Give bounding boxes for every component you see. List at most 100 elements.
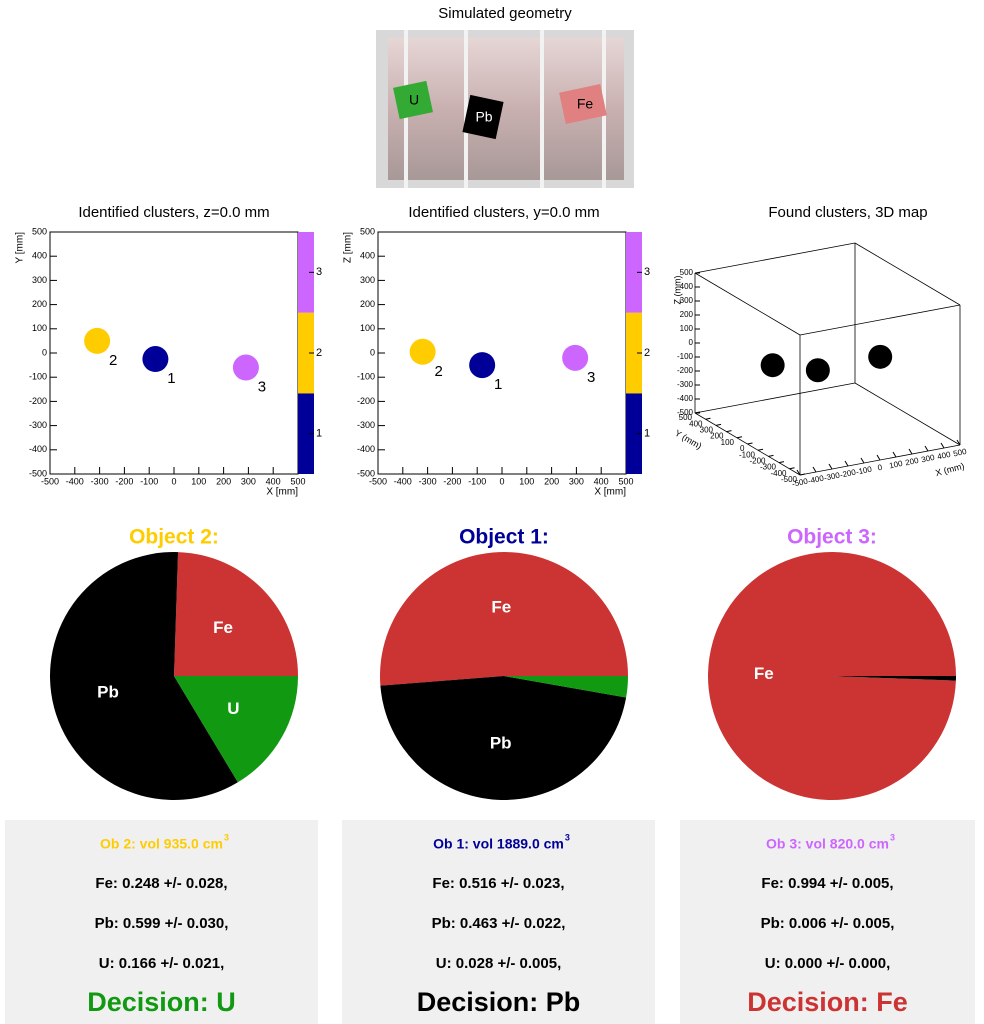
slice-label: U xyxy=(227,699,239,718)
z-axis-label: Z (mm) xyxy=(672,276,682,305)
y-tick-label: 100 xyxy=(721,438,735,447)
cluster xyxy=(409,338,436,365)
chart-title: Identified clusters, y=0.0 mm xyxy=(408,204,599,221)
result-panel: Ob 2: vol 935.0 cm 3 Fe: 0.248 +/- 0.028, P… xyxy=(5,820,318,1024)
y-tick xyxy=(705,417,711,420)
colorbar-band xyxy=(626,312,642,394)
x-axis-label: X [mm] xyxy=(594,487,626,498)
x-tick-label: -300 xyxy=(419,476,437,486)
pb-block xyxy=(462,94,504,140)
x-tick xyxy=(796,469,801,476)
y-tick-label: 500 xyxy=(679,413,693,422)
x-tick xyxy=(892,451,897,458)
x-tick-label: 400 xyxy=(936,450,951,462)
pie-slice xyxy=(380,552,628,686)
u-block xyxy=(393,80,433,120)
x-tick xyxy=(876,454,881,461)
y-axis-label: Z [mm] xyxy=(343,232,354,263)
fraction-line: Pb: 0.006 +/- 0.005, xyxy=(761,915,895,932)
y-tick-label: -400 xyxy=(357,444,375,454)
x-tick-label: 300 xyxy=(569,476,584,486)
x-tick-label: 400 xyxy=(594,476,609,486)
fraction-line: Fe: 0.516 +/- 0.023, xyxy=(432,875,564,892)
y-tick-label: 200 xyxy=(32,299,47,309)
x-tick-label: -400 xyxy=(394,476,412,486)
colorbar-band xyxy=(626,393,642,474)
x-tick-label: -200 xyxy=(839,467,857,479)
x-tick-label: -400 xyxy=(807,473,825,485)
x-tick-label: 500 xyxy=(618,476,633,486)
panel-title-sup: 3 xyxy=(890,832,895,842)
panel-title-sup: 3 xyxy=(565,832,570,842)
y-tick-label: -200 xyxy=(749,457,766,466)
colorbar-tick-label: 2 xyxy=(316,347,322,359)
y-tick-label: -100 xyxy=(29,372,47,382)
colorbar-tick-label: 2 xyxy=(644,347,650,359)
colorbar-tick-label: 3 xyxy=(316,266,322,278)
y-tick xyxy=(778,461,785,464)
pie-slice xyxy=(380,676,627,800)
colorbar-tick-label: 1 xyxy=(316,428,322,440)
geometry-title: Simulated geometry xyxy=(438,5,572,22)
chart-title: Identified clusters, z=0.0 mm xyxy=(78,204,269,221)
x-tick-label: -300 xyxy=(91,476,109,486)
panel-background xyxy=(5,820,318,1024)
z-tick-label: -400 xyxy=(677,394,694,403)
box-edge xyxy=(694,242,856,274)
cluster xyxy=(232,354,259,381)
x-tick xyxy=(956,439,961,446)
y-tick-label: 400 xyxy=(360,251,375,261)
x-tick-label: -100 xyxy=(140,476,158,486)
panel-title-sup: 3 xyxy=(224,832,229,842)
x-tick-label: 100 xyxy=(191,476,206,486)
y-tick xyxy=(789,467,795,470)
y-tick-label: 300 xyxy=(700,426,714,435)
panel-background xyxy=(342,820,655,1024)
y-tick-label: 200 xyxy=(710,432,724,441)
y-tick-label: 0 xyxy=(42,347,47,357)
x-tick xyxy=(908,448,913,455)
z-tick-label: -200 xyxy=(677,366,694,375)
panel-title: Ob 1: vol 1889.0 cm xyxy=(433,836,564,852)
x-tick xyxy=(844,460,849,467)
box-edge xyxy=(694,382,856,414)
geometry-label: U xyxy=(409,92,419,108)
x-tick-label: -500 xyxy=(41,476,59,486)
x-tick-label: 500 xyxy=(290,476,305,486)
fraction-line: U: 0.000 +/- 0.000, xyxy=(765,955,891,972)
box-edge xyxy=(694,272,801,336)
y-tick-label: 500 xyxy=(360,226,375,236)
z-tick-label: 200 xyxy=(680,310,694,319)
x-tick xyxy=(924,445,929,452)
colorbar-band xyxy=(298,312,314,394)
box-edge xyxy=(854,382,961,446)
y-tick-label: 100 xyxy=(360,323,375,333)
y-tick-label: -400 xyxy=(29,444,47,454)
x-tick-label: -200 xyxy=(443,476,461,486)
slice-label: Pb xyxy=(97,683,119,702)
pie-slice xyxy=(174,676,298,783)
pie-chart: Object 1: Fe Pb xyxy=(380,526,628,800)
cluster-3d xyxy=(805,358,830,383)
result-panel: Ob 1: vol 1889.0 cm 3 Fe: 0.516 +/- 0.023,… xyxy=(342,820,655,1024)
x-tick xyxy=(940,442,945,449)
panel-title: Ob 3: vol 820.0 cm xyxy=(766,836,889,852)
y-tick xyxy=(736,436,743,439)
z-tick-label: -100 xyxy=(677,352,694,361)
colorbar-band xyxy=(298,393,314,474)
y-tick xyxy=(799,473,806,476)
y-tick-label: 100 xyxy=(32,323,47,333)
colorbar-band xyxy=(626,232,642,313)
y-tick-label: 500 xyxy=(32,226,47,236)
colorbar-band xyxy=(298,232,314,313)
x-tick-label: 200 xyxy=(904,456,919,468)
geometry-label: Fe xyxy=(577,96,594,112)
y-tick-label: 300 xyxy=(32,275,47,285)
x-tick-label: 100 xyxy=(519,476,534,486)
slice-label: Fe xyxy=(754,664,774,683)
x-tick xyxy=(828,463,833,470)
y-tick-label: 400 xyxy=(689,419,703,428)
z-tick-label: 100 xyxy=(680,324,694,333)
decision: Decision: Fe xyxy=(747,987,908,1017)
